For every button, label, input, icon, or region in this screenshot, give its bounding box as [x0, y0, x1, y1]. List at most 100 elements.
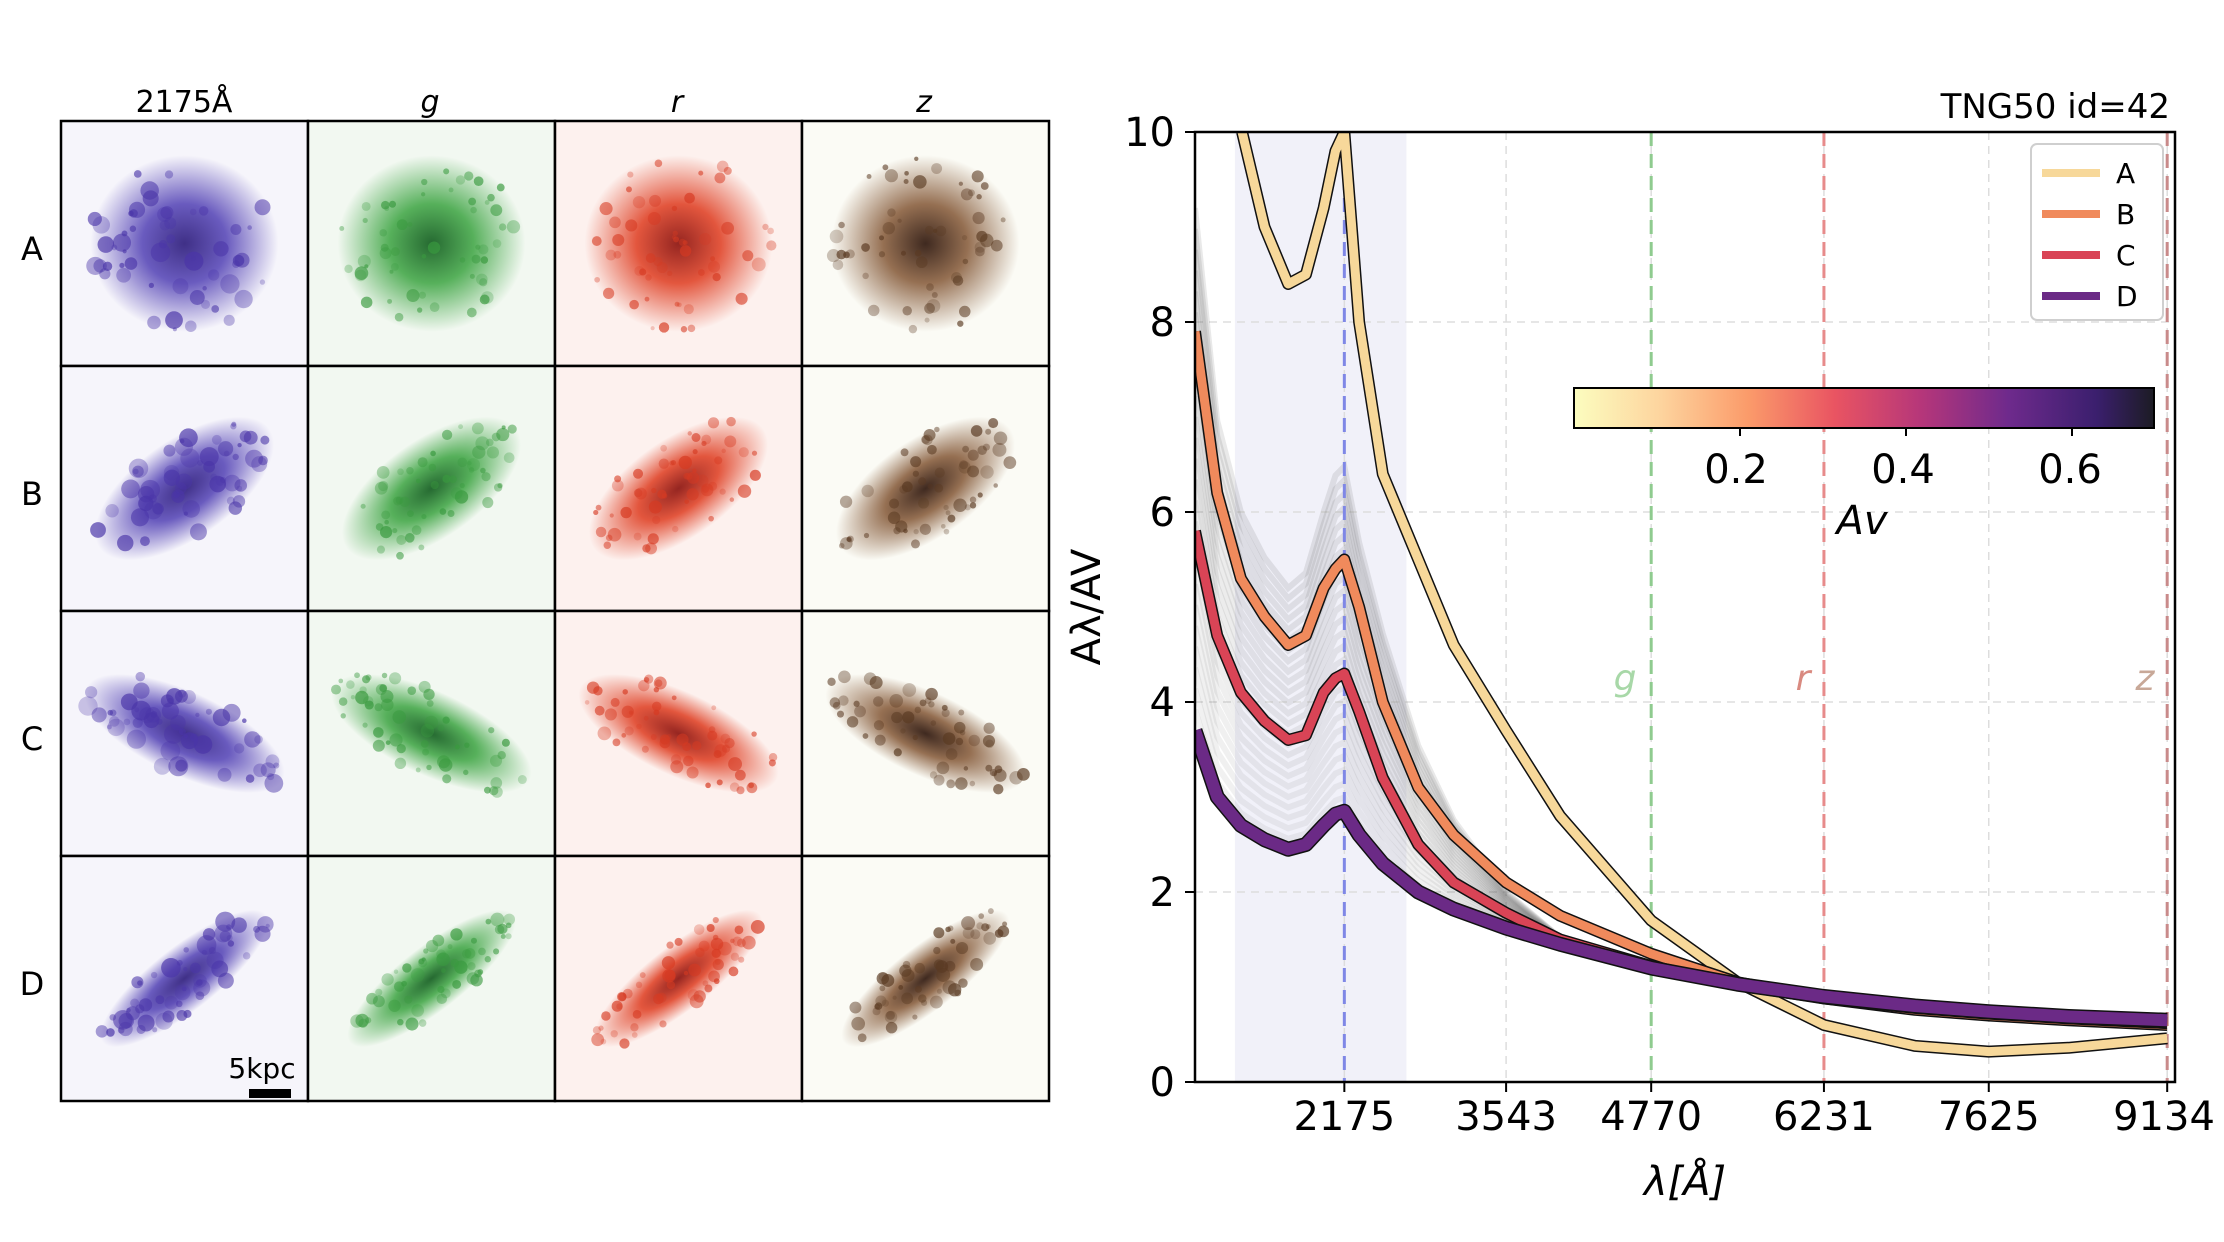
- star-clump: [245, 774, 255, 783]
- star-clump: [441, 968, 446, 973]
- star-clump: [112, 233, 132, 252]
- star-clump: [914, 156, 919, 161]
- star-clump: [102, 261, 113, 271]
- star-clump: [178, 728, 186, 736]
- star-clump: [591, 1033, 605, 1047]
- star-clump: [189, 523, 207, 541]
- star-clump: [992, 442, 1007, 457]
- star-clump: [983, 932, 997, 945]
- simulated-curve: [1195, 270, 1562, 941]
- star-clump: [183, 947, 189, 953]
- colorbar-tick-label-2: 0.6: [2038, 447, 2102, 493]
- star-clump: [832, 259, 844, 271]
- star-clump: [650, 326, 655, 331]
- star-clump: [711, 948, 721, 958]
- star-clump: [478, 947, 486, 956]
- star-clump: [130, 998, 140, 1008]
- galaxy-glow: [831, 155, 1020, 332]
- simulated-curve: [1195, 249, 1563, 941]
- star-clump: [738, 447, 749, 458]
- star-clump: [933, 228, 938, 234]
- simulated-curve: [1195, 458, 1562, 944]
- simulated-curve: [1195, 479, 1562, 944]
- star-clump: [85, 686, 98, 699]
- star-clump: [874, 1002, 883, 1010]
- row-label-c: C: [21, 720, 43, 758]
- band-label-r: r: [1796, 658, 1813, 699]
- star-clump: [506, 220, 521, 234]
- star-clump: [967, 465, 980, 478]
- star-clump: [107, 718, 125, 737]
- star-clump: [610, 1030, 618, 1038]
- star-clump: [464, 742, 470, 748]
- star-clump: [105, 504, 119, 518]
- star-clump: [661, 956, 676, 970]
- galaxy-glow: [584, 155, 773, 332]
- star-clump: [931, 291, 938, 298]
- star-clump: [219, 930, 231, 942]
- star-clump: [362, 675, 371, 684]
- star-clump: [396, 743, 406, 754]
- star-clump: [736, 938, 746, 948]
- star-clump: [997, 925, 1010, 938]
- star-clump: [762, 223, 769, 231]
- star-clump: [970, 929, 981, 940]
- star-clump: [437, 985, 445, 994]
- star-clump: [201, 299, 211, 309]
- star-clump: [879, 985, 886, 992]
- star-clump: [912, 734, 918, 741]
- star-clump: [919, 523, 931, 535]
- star-clump: [355, 690, 369, 705]
- star-clump: [424, 715, 439, 730]
- star-clump: [729, 497, 735, 502]
- star-clump: [174, 482, 187, 495]
- star-clump: [393, 496, 403, 506]
- legend-label-c: C: [2116, 239, 2136, 272]
- star-clump: [846, 716, 859, 728]
- star-clump: [687, 431, 692, 436]
- star-clump: [344, 264, 353, 274]
- star-clump: [993, 768, 1007, 782]
- star-clump: [639, 268, 647, 276]
- star-clump: [849, 1001, 862, 1014]
- star-clump: [232, 453, 239, 461]
- star-clump: [963, 766, 969, 771]
- star-clump: [711, 705, 717, 711]
- star-clump: [766, 240, 777, 251]
- star-clump: [900, 728, 906, 734]
- star-clump: [407, 686, 417, 695]
- star-clump: [260, 762, 276, 778]
- star-clump: [619, 1038, 630, 1049]
- star-clump: [672, 230, 678, 236]
- galaxy-image-d-2: [553, 854, 804, 1103]
- star-clump: [164, 217, 177, 230]
- star-clump: [983, 722, 995, 734]
- star-clump: [338, 697, 348, 706]
- star-clump: [479, 294, 490, 305]
- star-clump: [118, 1013, 135, 1029]
- star-clump: [638, 679, 650, 692]
- star-clump: [223, 314, 235, 326]
- star-clump: [237, 442, 242, 448]
- star-clump: [879, 235, 885, 241]
- star-clump: [183, 511, 188, 516]
- x-tick-label: 9134: [2113, 1094, 2215, 1140]
- simulated-curve: [1195, 207, 1563, 941]
- star-clump: [839, 495, 853, 508]
- star-clump: [651, 701, 662, 712]
- star-clump: [490, 204, 503, 217]
- star-clump: [627, 171, 634, 178]
- star-clump: [173, 491, 180, 499]
- star-clump: [647, 533, 659, 545]
- star-clump: [162, 1010, 175, 1023]
- star-clump: [485, 918, 492, 925]
- star-clump: [971, 170, 984, 183]
- star-clump: [609, 216, 621, 229]
- simulated-curve: [1195, 437, 1562, 944]
- star-clump: [592, 1026, 602, 1035]
- star-clump: [140, 479, 161, 500]
- star-clump: [873, 696, 884, 707]
- star-clump: [417, 457, 428, 468]
- star-clump: [940, 523, 946, 529]
- star-clump: [670, 754, 682, 765]
